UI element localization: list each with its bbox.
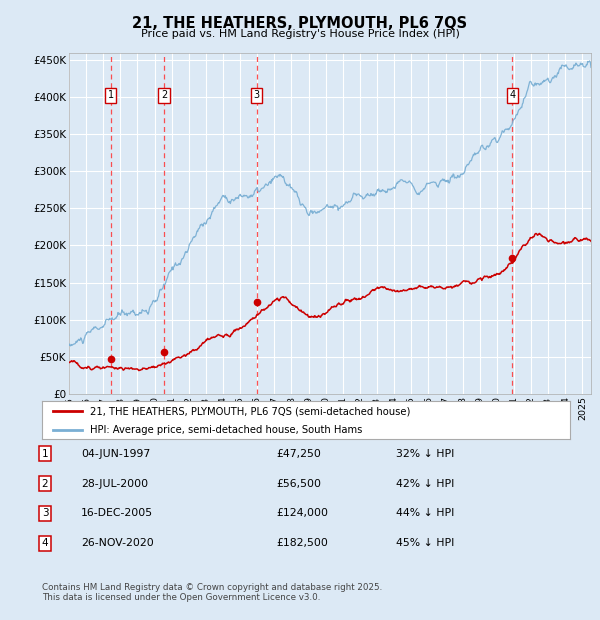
- Text: 32% ↓ HPI: 32% ↓ HPI: [396, 449, 454, 459]
- Text: 28-JUL-2000: 28-JUL-2000: [81, 479, 148, 489]
- Text: 1: 1: [107, 91, 113, 100]
- Text: £182,500: £182,500: [276, 538, 328, 548]
- Text: Price paid vs. HM Land Registry's House Price Index (HPI): Price paid vs. HM Land Registry's House …: [140, 29, 460, 39]
- Text: £124,000: £124,000: [276, 508, 328, 518]
- Text: 4: 4: [509, 91, 515, 100]
- Text: 42% ↓ HPI: 42% ↓ HPI: [396, 479, 454, 489]
- Text: 3: 3: [41, 508, 49, 518]
- Text: 44% ↓ HPI: 44% ↓ HPI: [396, 508, 454, 518]
- Text: 2: 2: [161, 91, 167, 100]
- Text: £56,500: £56,500: [276, 479, 321, 489]
- Text: 3: 3: [254, 91, 260, 100]
- Text: 21, THE HEATHERS, PLYMOUTH, PL6 7QS: 21, THE HEATHERS, PLYMOUTH, PL6 7QS: [133, 16, 467, 30]
- Text: 1: 1: [41, 449, 49, 459]
- Text: 2: 2: [41, 479, 49, 489]
- Text: 21, THE HEATHERS, PLYMOUTH, PL6 7QS (semi-detached house): 21, THE HEATHERS, PLYMOUTH, PL6 7QS (sem…: [89, 406, 410, 416]
- Text: Contains HM Land Registry data © Crown copyright and database right 2025.
This d: Contains HM Land Registry data © Crown c…: [42, 583, 382, 602]
- Text: 16-DEC-2005: 16-DEC-2005: [81, 508, 153, 518]
- Text: 45% ↓ HPI: 45% ↓ HPI: [396, 538, 454, 548]
- Text: 4: 4: [41, 538, 49, 548]
- Text: HPI: Average price, semi-detached house, South Hams: HPI: Average price, semi-detached house,…: [89, 425, 362, 435]
- Text: £47,250: £47,250: [276, 449, 321, 459]
- Text: 26-NOV-2020: 26-NOV-2020: [81, 538, 154, 548]
- Text: 04-JUN-1997: 04-JUN-1997: [81, 449, 150, 459]
